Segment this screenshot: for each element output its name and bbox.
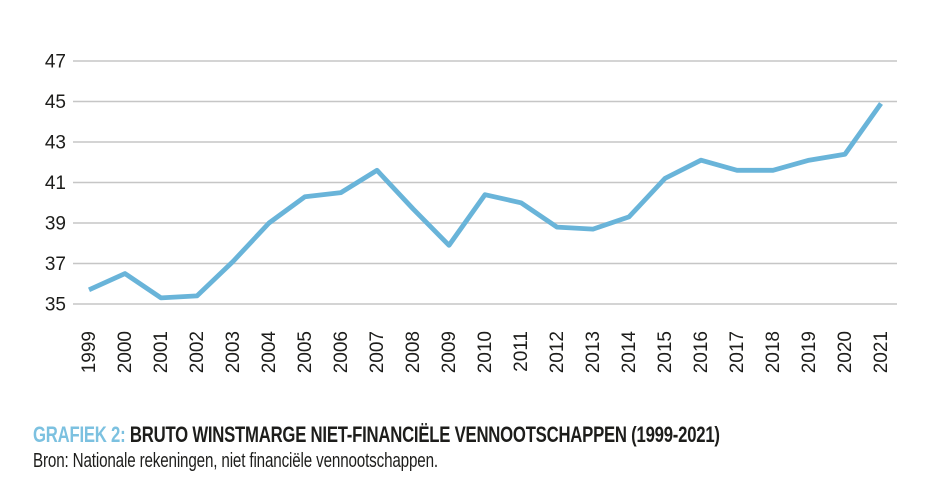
x-axis-label: 1999 [79, 331, 100, 373]
figure-label: GRAFIEK 2: [33, 422, 126, 447]
y-axis-label: 43 [45, 133, 66, 154]
x-axis-label: 2004 [259, 331, 280, 374]
x-axis-label: 2000 [115, 331, 136, 373]
figure-title: BRUTO WINSTMARGE NIET-FINANCIËLE VENNOOT… [125, 422, 720, 447]
y-axis-label: 41 [45, 173, 66, 194]
y-axis-label: 37 [45, 254, 66, 275]
x-axis-label: 2014 [619, 331, 640, 374]
x-axis-label: 2019 [799, 331, 820, 373]
x-axis-label: 2012 [547, 331, 568, 373]
x-axis-label: 2005 [295, 331, 316, 373]
x-axis-label: 2016 [691, 331, 712, 373]
caption-title-line: GRAFIEK 2: BRUTO WINSTMARGE NIET-FINANCI… [33, 422, 720, 448]
x-axis-label: 2010 [475, 331, 496, 373]
x-axis-label: 2001 [151, 331, 172, 373]
x-axis-label: 2013 [583, 331, 604, 373]
x-axis-label: 2008 [403, 331, 424, 373]
x-axis-label: 2011 [511, 331, 532, 372]
x-axis-label: 2015 [655, 331, 676, 373]
x-axis-label: 2002 [187, 331, 208, 373]
x-axis-label: 2003 [223, 331, 244, 373]
y-axis-label: 45 [45, 92, 66, 113]
figure-source: Bron: Nationale rekeningen, niet financi… [33, 449, 438, 472]
x-axis-label: 2017 [727, 331, 748, 373]
data-line-series [88, 102, 883, 301]
line-chart: 35 37 39 41 43 45 47 1999 2000 2001 2002 2003 2004 20… [45, 52, 897, 374]
caption: GRAFIEK 2: BRUTO WINSTMARGE NIET-FINANCI… [33, 422, 933, 473]
x-axis-label: 2018 [763, 331, 784, 373]
y-axis-label: 39 [45, 214, 66, 235]
x-axis-label: 2007 [367, 331, 388, 373]
y-axis-label: 47 [45, 52, 66, 73]
x-axis-label: 2021 [871, 331, 892, 373]
y-axis-label: 35 [45, 295, 66, 316]
x-axis-label: 2020 [835, 331, 856, 373]
x-axis-label: 2009 [439, 331, 460, 373]
x-axis-label: 2006 [331, 331, 352, 373]
